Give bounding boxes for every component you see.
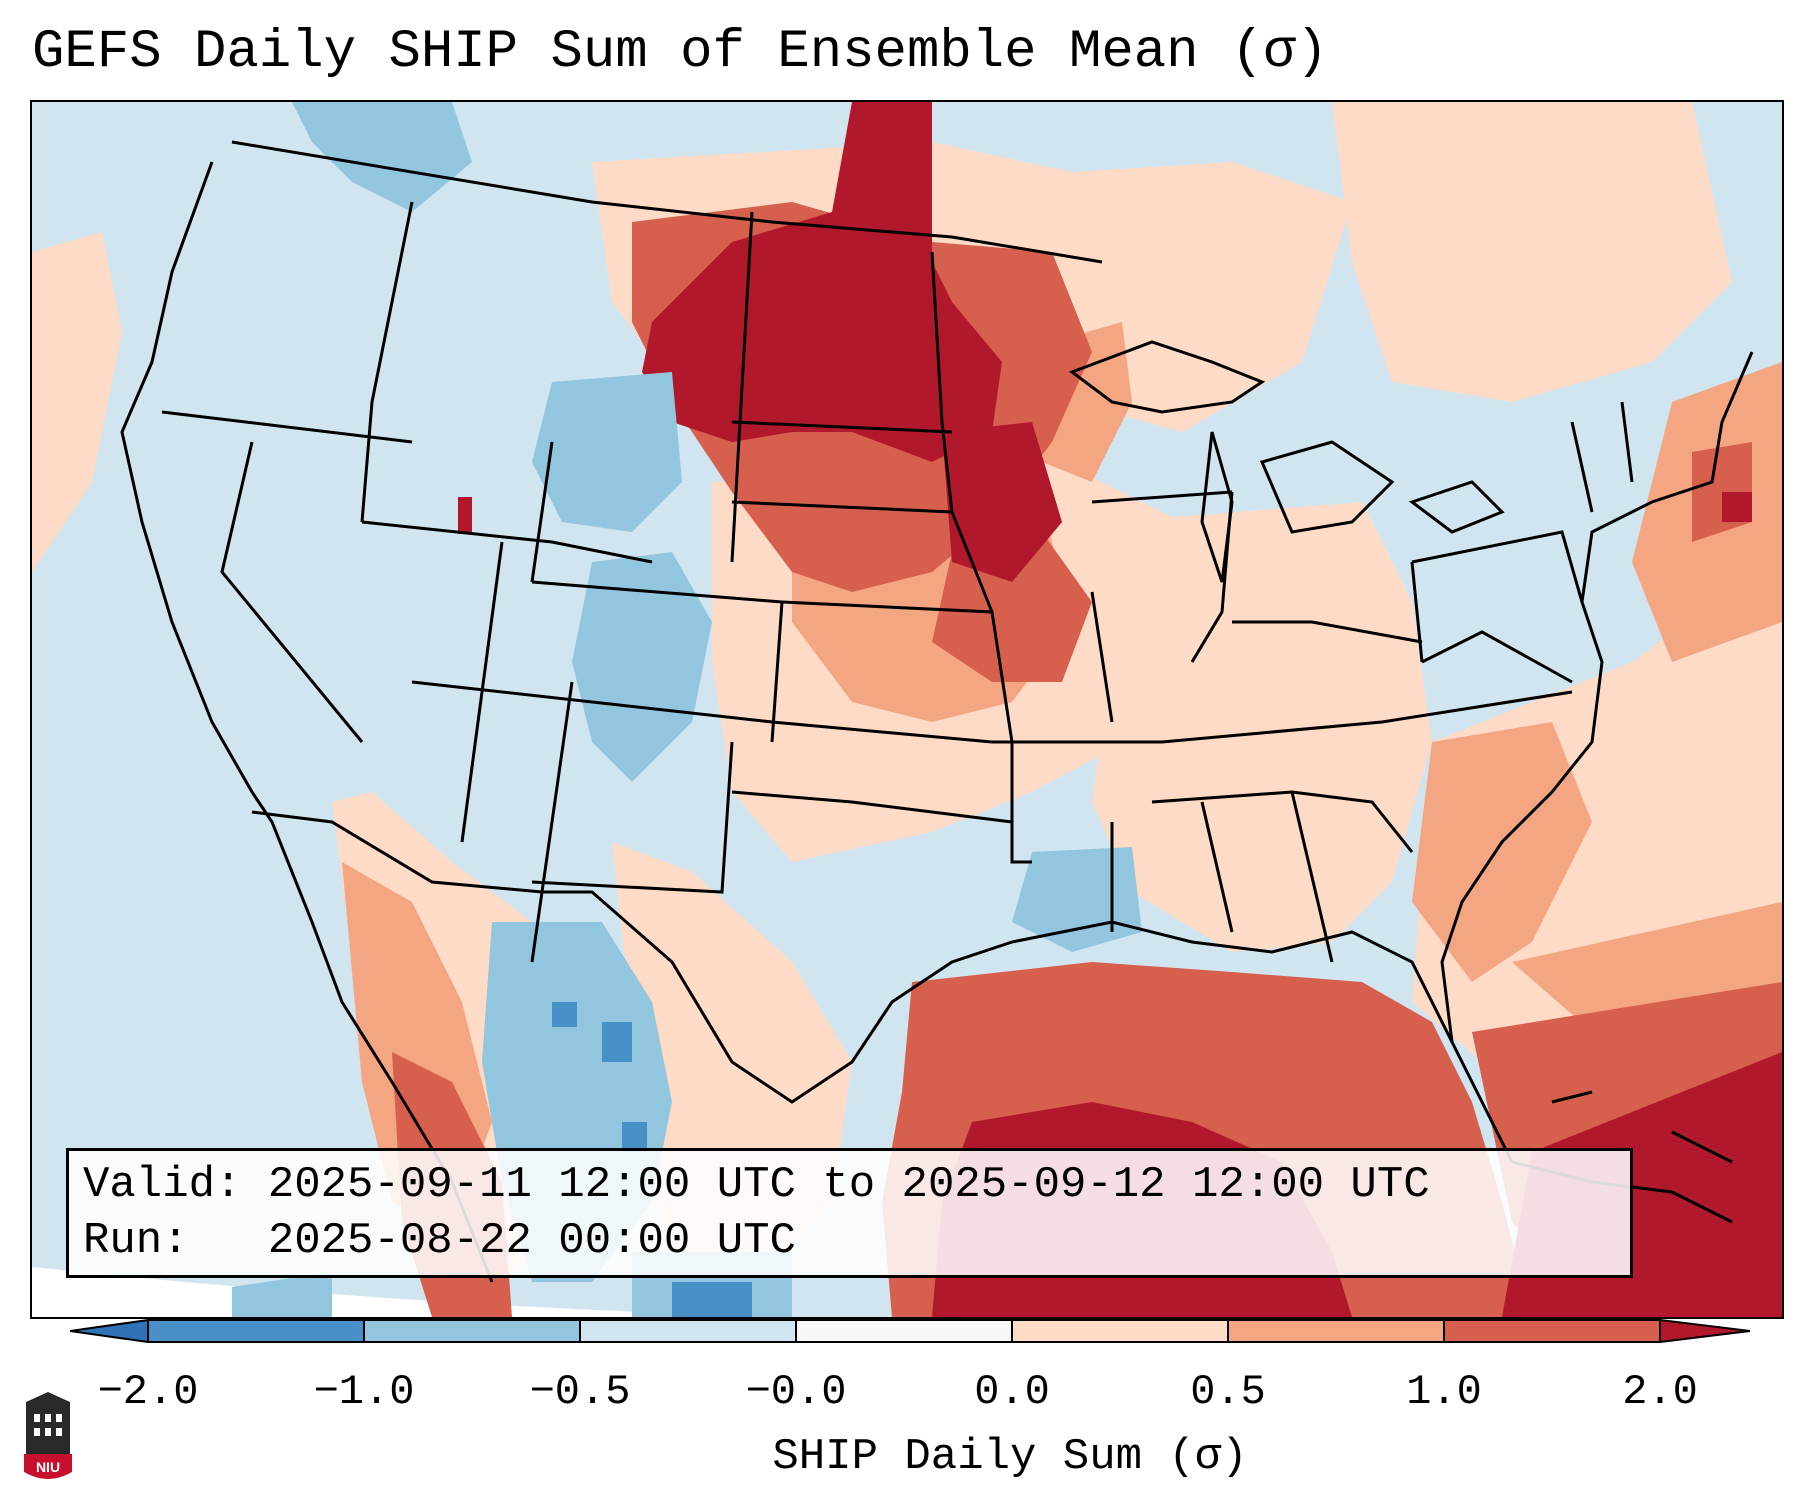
anomaly-medium-positive (342, 322, 1782, 1232)
colorbar-axis-label: SHIP Daily Sum (σ) (772, 1432, 1248, 1482)
colorbar-bin (1012, 1320, 1228, 1342)
niu-logo-icon: NIU (24, 1392, 72, 1479)
colorbar-bin (796, 1320, 1012, 1342)
anomaly-strong-negative (552, 1002, 752, 1317)
colorbar-tick-label: −0.0 (745, 1368, 847, 1416)
colorbar-tick-label: 1.0 (1406, 1368, 1482, 1416)
colorbar-bin (1444, 1320, 1660, 1342)
map-title: GEFS Daily SHIP Sum of Ensemble Mean (σ) (32, 22, 1329, 83)
map-panel (30, 100, 1784, 1319)
colorbar-extend-low (70, 1320, 148, 1342)
colorbar-bin (580, 1320, 796, 1342)
colorbar-tick-label: 2.0 (1622, 1368, 1698, 1416)
colorbar-extend-high (1660, 1320, 1750, 1342)
colorbar-tick-label: 0.5 (1190, 1368, 1266, 1416)
colorbar-tick-label: −2.0 (97, 1368, 199, 1416)
colorbar-bin (1228, 1320, 1444, 1342)
run-value: 2025-08-22 00:00 UTC (267, 1216, 796, 1266)
logo-text: NIU (36, 1459, 60, 1475)
colorbar (70, 1319, 1750, 1343)
run-label: Run: (83, 1216, 189, 1266)
political-boundaries (120, 140, 1754, 1283)
colorbar-bin (148, 1320, 364, 1342)
colorbar-tick-label: 0.0 (974, 1368, 1050, 1416)
anomaly-map (32, 102, 1782, 1317)
colorbar-bin (364, 1320, 580, 1342)
valid-value: 2025-09-11 12:00 UTC to 2025-09-12 12:00… (267, 1160, 1430, 1210)
colorbar-tick-label: −0.5 (529, 1368, 631, 1416)
valid-run-info: Valid: 2025-09-11 12:00 UTC to 2025-09-1… (66, 1148, 1633, 1278)
colorbar-tick-label: −1.0 (313, 1368, 415, 1416)
valid-label: Valid: (83, 1160, 242, 1210)
